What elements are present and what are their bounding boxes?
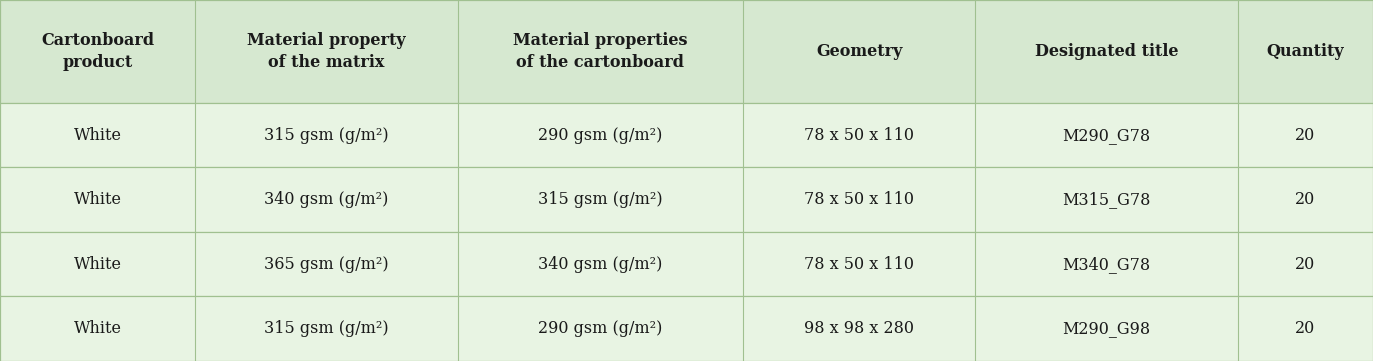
Text: 365 gsm (g/m²): 365 gsm (g/m²) [264, 256, 389, 273]
Text: 78 x 50 x 110: 78 x 50 x 110 [805, 191, 914, 208]
Bar [0, 103, 1373, 168]
Text: White: White [74, 127, 122, 144]
Text: Material property
of the matrix: Material property of the matrix [247, 32, 405, 71]
Text: 290 gsm (g/m²): 290 gsm (g/m²) [538, 127, 662, 144]
Text: Material properties
of the cartonboard: Material properties of the cartonboard [514, 32, 688, 71]
Text: 315 gsm (g/m²): 315 gsm (g/m²) [538, 191, 663, 208]
Text: Designated title: Designated title [1035, 43, 1178, 60]
Text: M315_G78: M315_G78 [1063, 191, 1151, 208]
Text: 20: 20 [1295, 191, 1315, 208]
Text: 78 x 50 x 110: 78 x 50 x 110 [805, 256, 914, 273]
Bar [0, 296, 1373, 361]
Text: Quantity: Quantity [1267, 43, 1344, 60]
Text: M290_G78: M290_G78 [1063, 127, 1151, 144]
Text: 98 x 98 x 280: 98 x 98 x 280 [805, 320, 914, 337]
Text: 315 gsm (g/m²): 315 gsm (g/m²) [264, 127, 389, 144]
Bar [0, 168, 1373, 232]
Text: 315 gsm (g/m²): 315 gsm (g/m²) [264, 320, 389, 337]
Text: 340 gsm (g/m²): 340 gsm (g/m²) [264, 191, 389, 208]
Text: White: White [74, 256, 122, 273]
Text: White: White [74, 320, 122, 337]
Text: M290_G98: M290_G98 [1063, 320, 1151, 337]
Text: 20: 20 [1295, 320, 1315, 337]
Text: 20: 20 [1295, 256, 1315, 273]
Text: Geometry: Geometry [816, 43, 902, 60]
Text: 20: 20 [1295, 127, 1315, 144]
Text: M340_G78: M340_G78 [1063, 256, 1151, 273]
Text: Cartonboard
product: Cartonboard product [41, 32, 154, 71]
Bar [0, 0, 1373, 103]
Text: 340 gsm (g/m²): 340 gsm (g/m²) [538, 256, 662, 273]
Text: White: White [74, 191, 122, 208]
Bar [0, 232, 1373, 296]
Text: 78 x 50 x 110: 78 x 50 x 110 [805, 127, 914, 144]
Text: 290 gsm (g/m²): 290 gsm (g/m²) [538, 320, 662, 337]
